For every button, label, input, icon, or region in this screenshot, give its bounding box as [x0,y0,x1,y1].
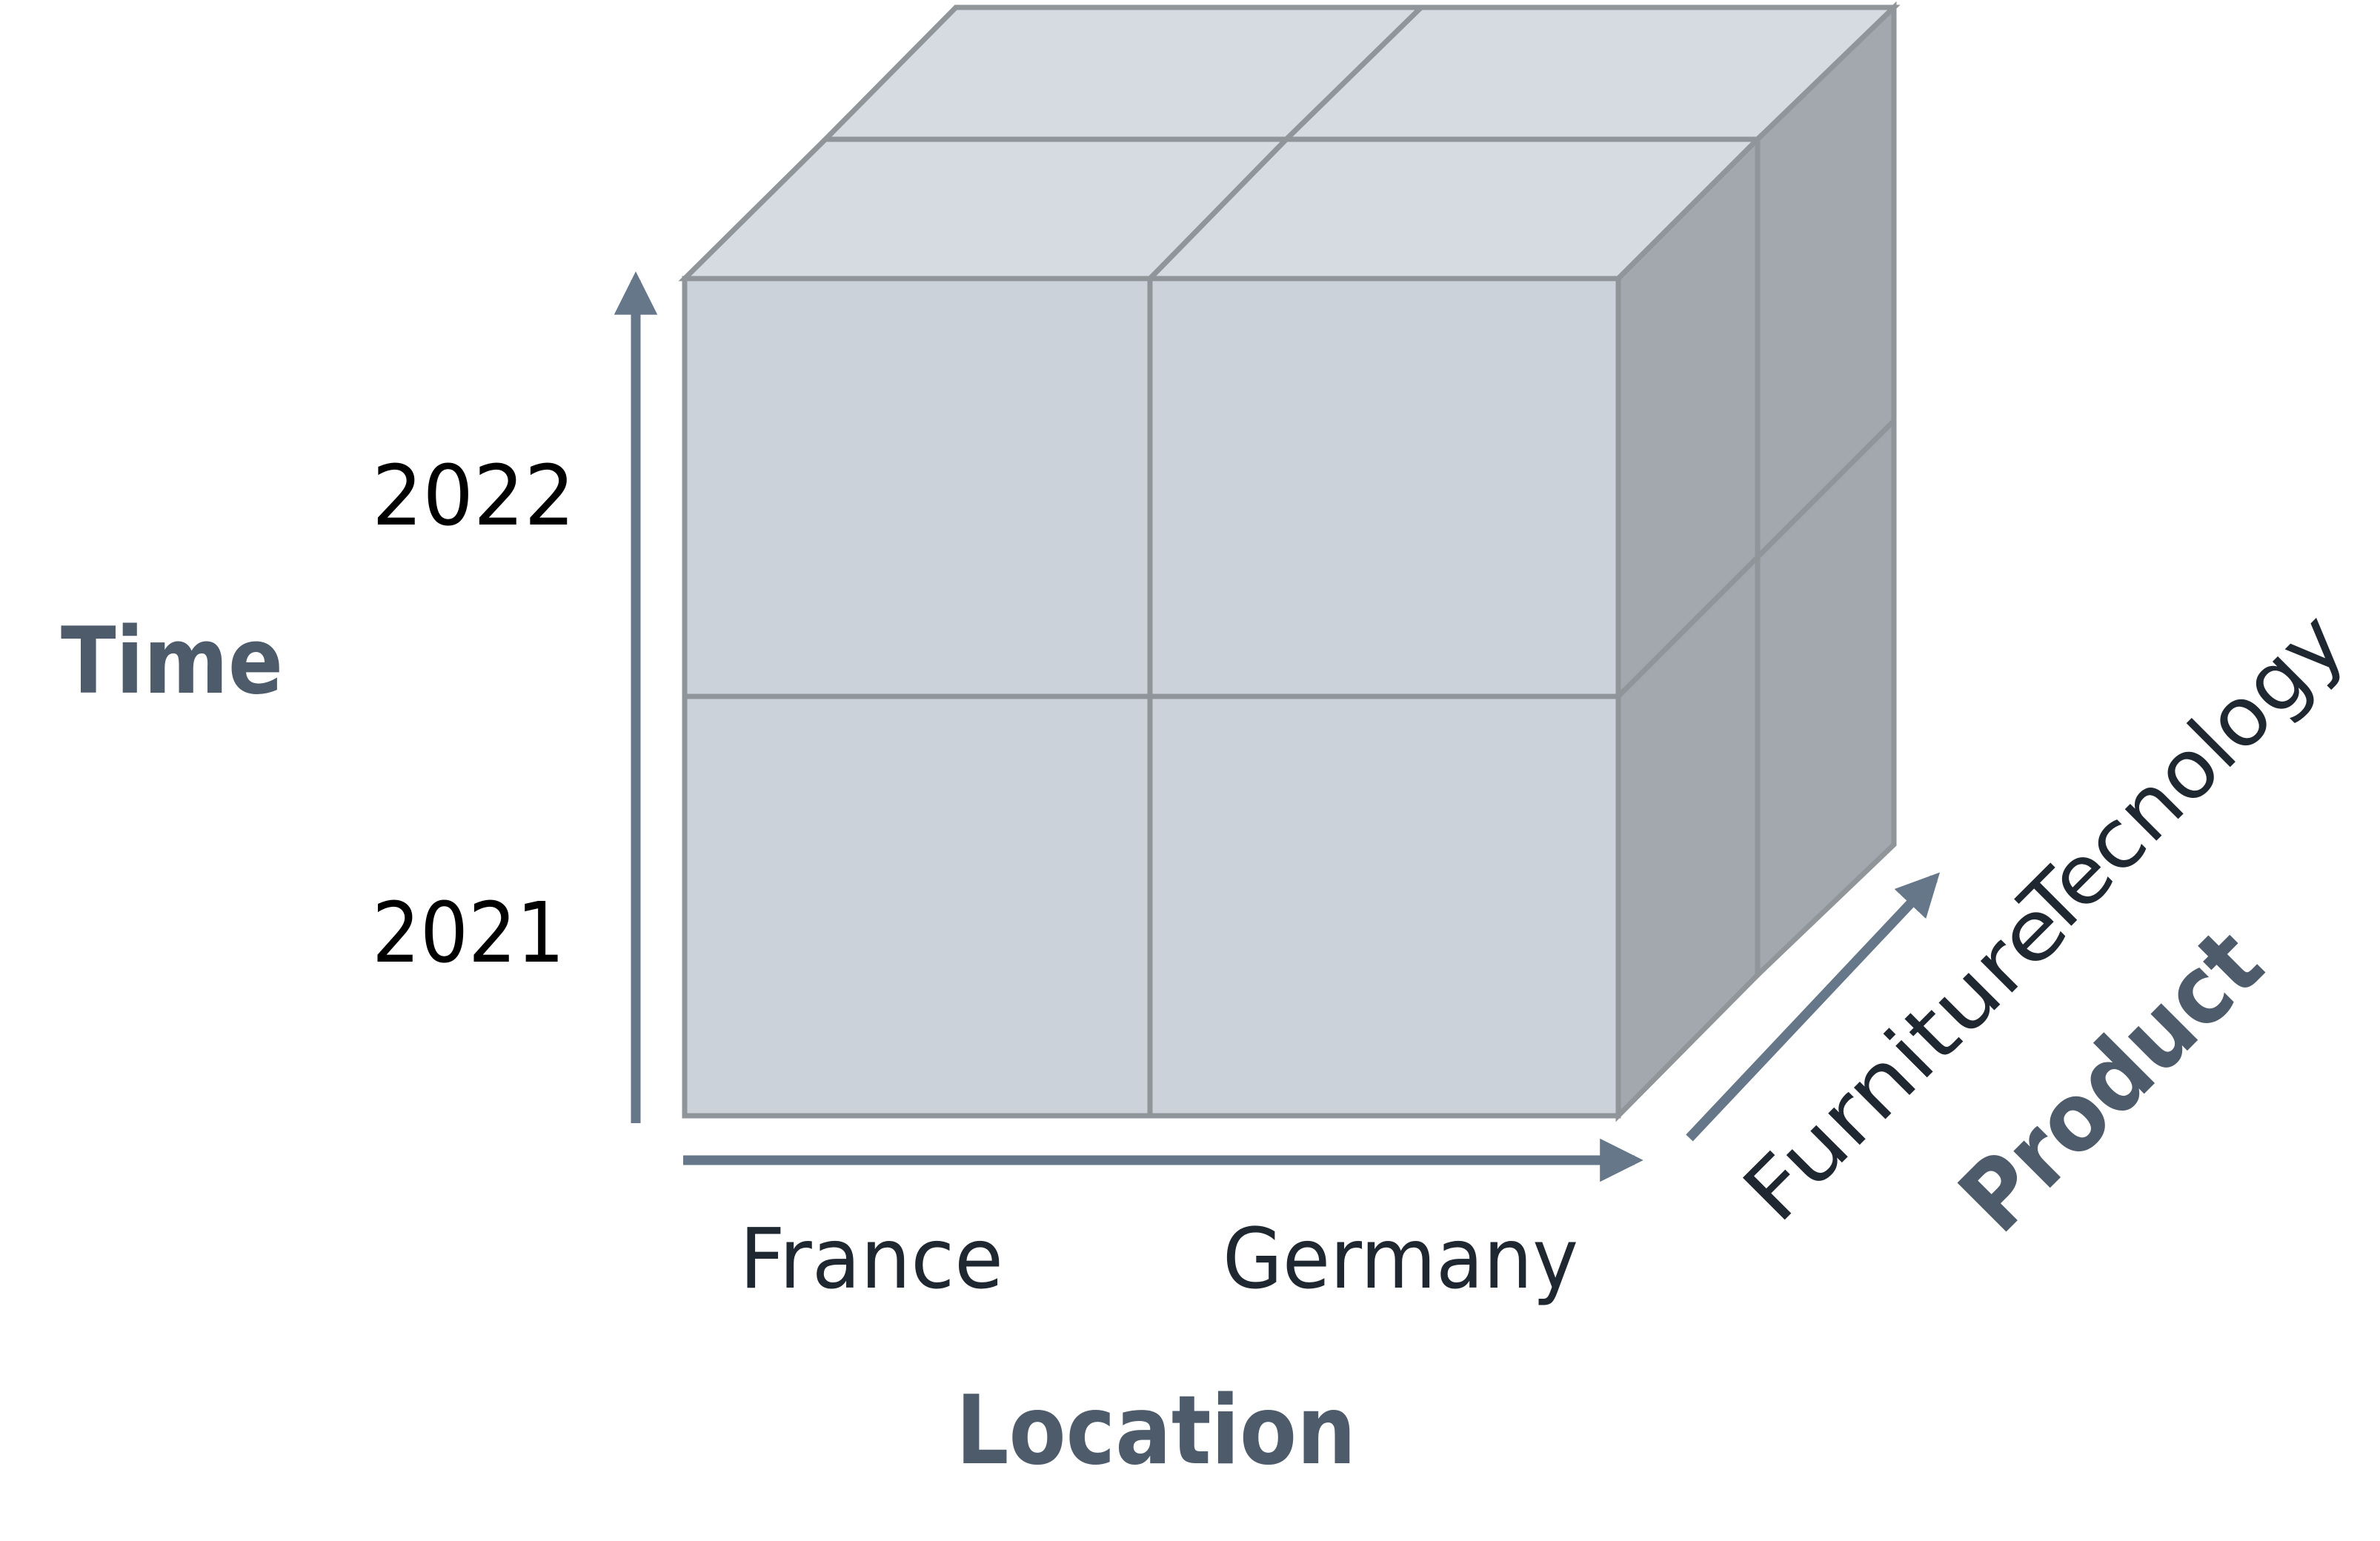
time-axis-title: Time [61,608,283,715]
cube-side-face [1615,1,1897,1122]
location-tick-france: France [739,1211,1003,1308]
product-tick-tecnology: Tecnology [2002,594,2363,955]
product-axis-arrow [1686,872,1941,1142]
time-tick-2021: 2021 [372,885,565,982]
cube-front-face [682,276,1621,1119]
cube-top-face [678,4,1901,282]
location-tick-germany: Germany [1223,1211,1578,1308]
front-cell-france-2022 [682,276,1153,699]
time-tick-2022: 2022 [372,448,575,545]
side-cell-bottom-back [1755,414,1897,982]
front-cell-germany-2022 [1147,276,1621,699]
front-cell-germany-2021 [1147,693,1621,1119]
location-axis-title: Location [956,1376,1356,1486]
front-cell-france-2021 [682,693,1153,1119]
